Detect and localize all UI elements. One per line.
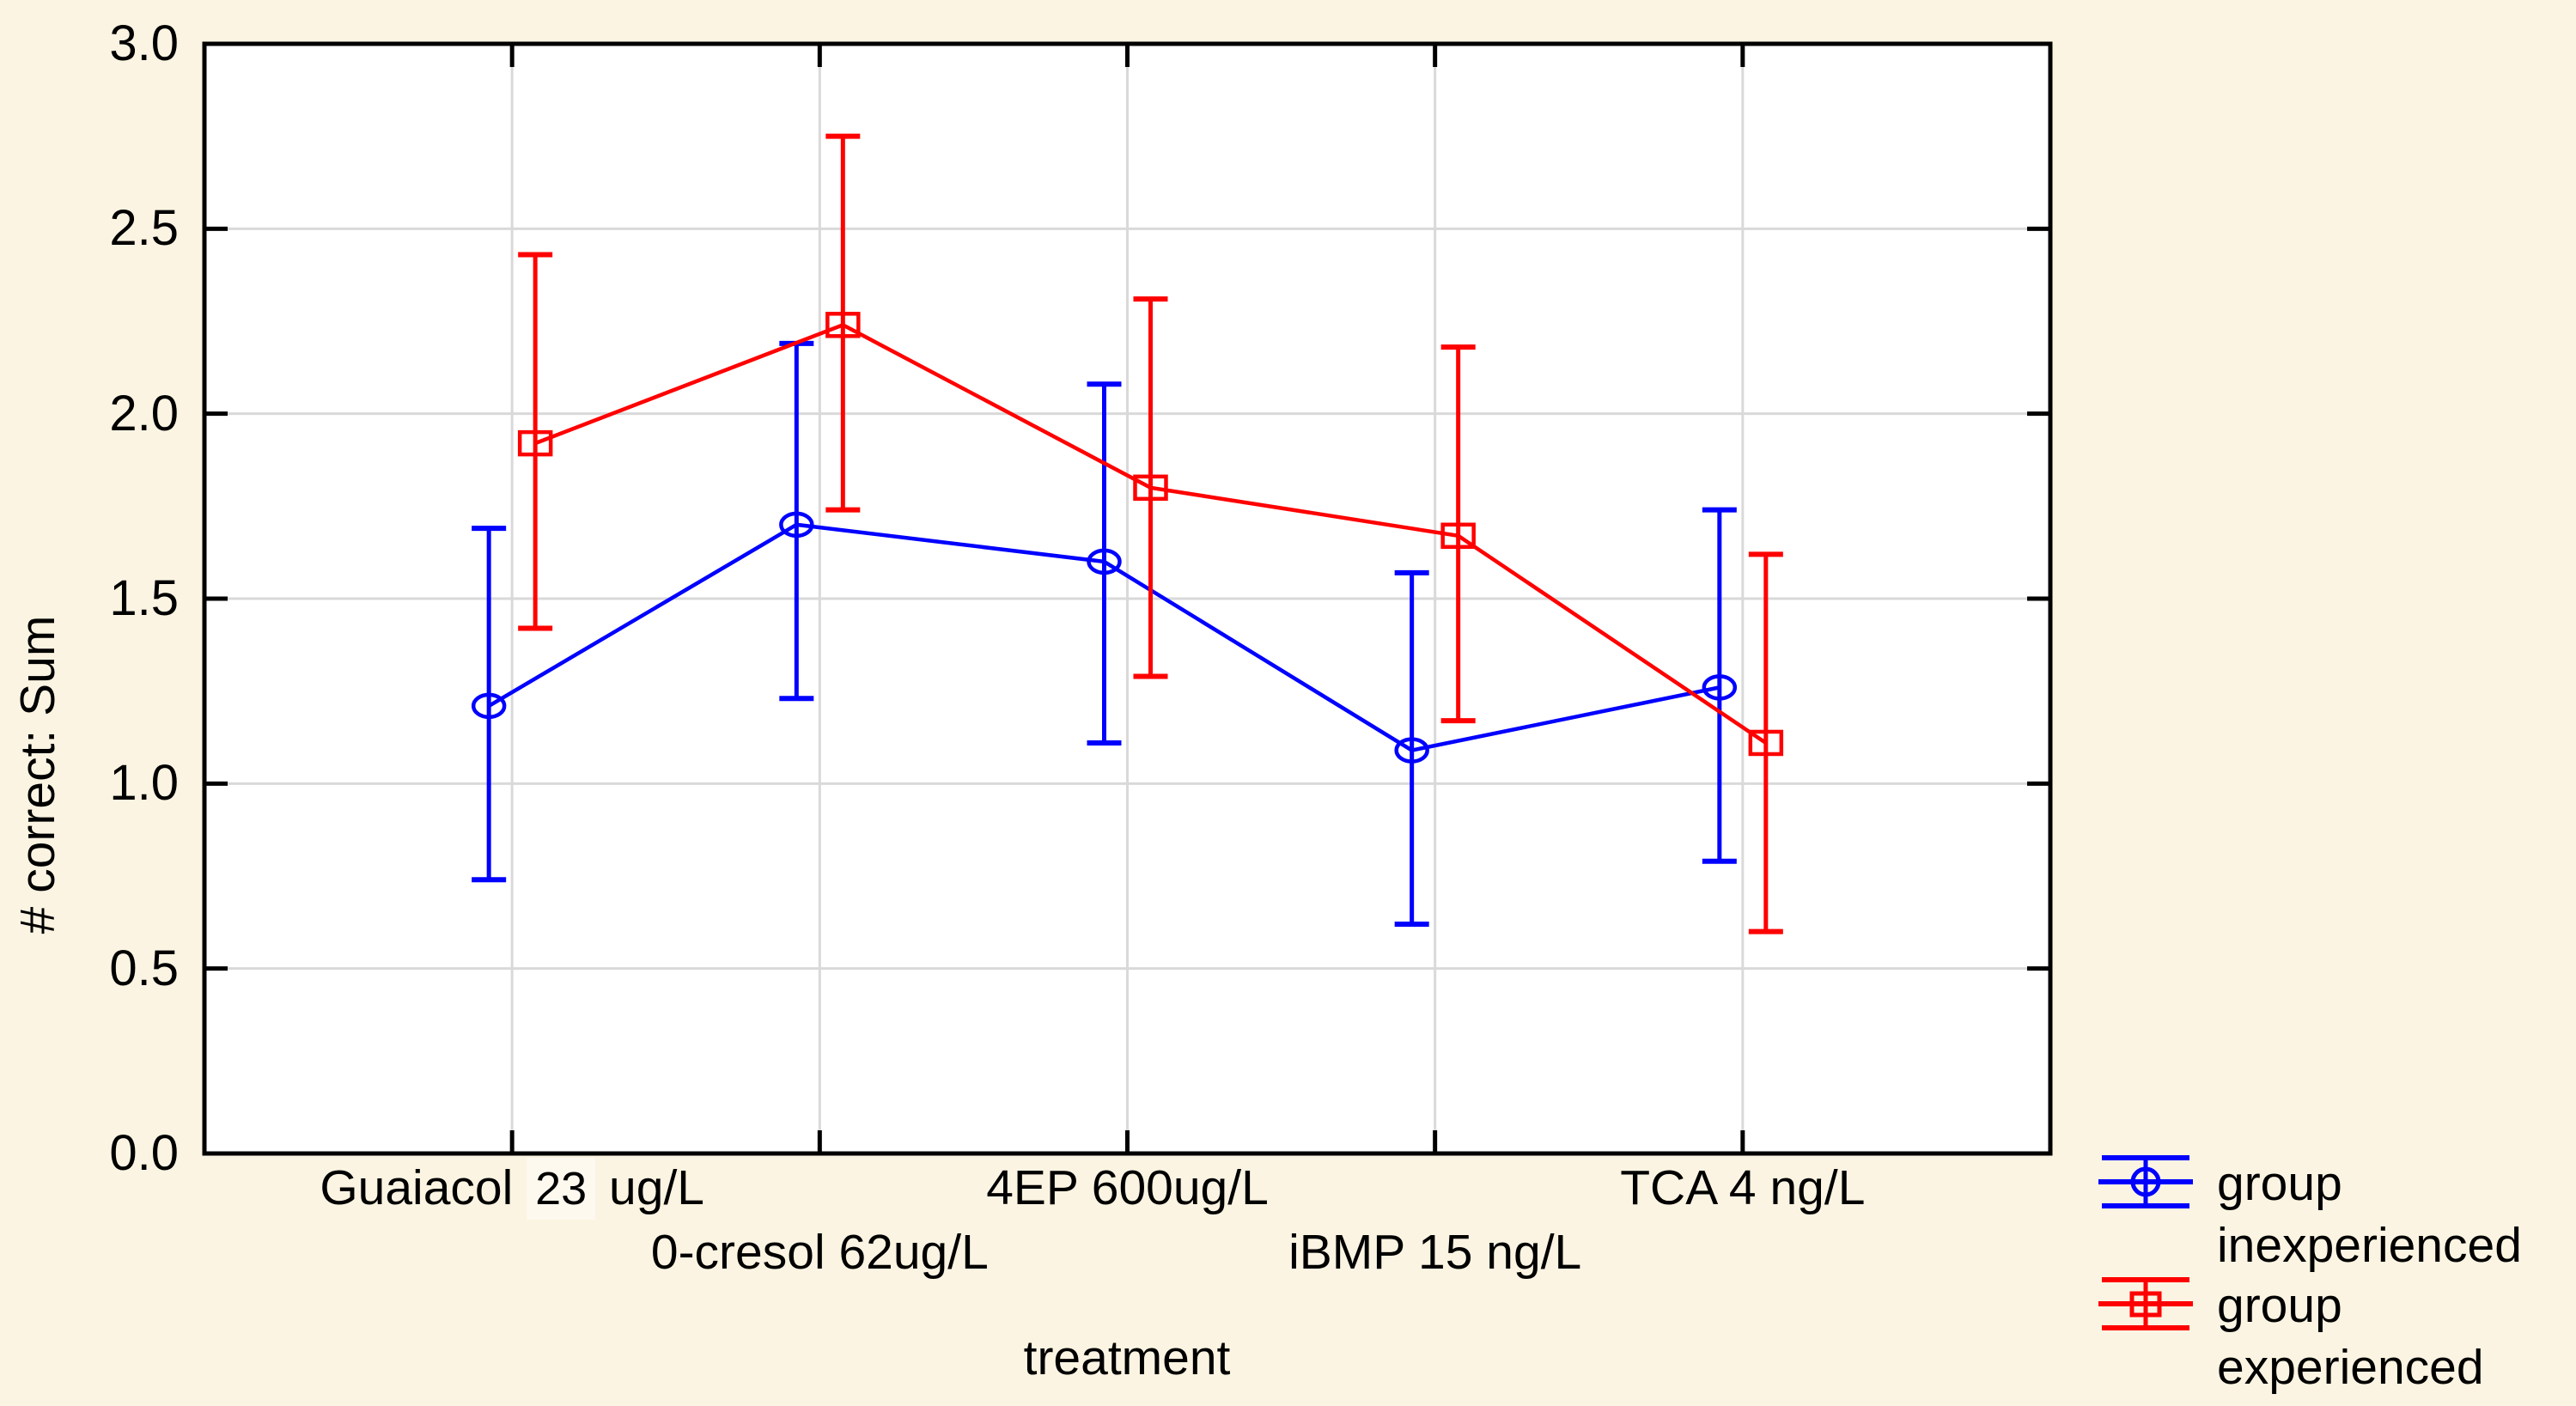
errorbar-square-marker-icon [2098,1277,2193,1330]
legend-label-line: group [2217,1156,2342,1211]
x-tick-label-highlight: 23 [527,1158,596,1220]
y-tick-label: 1.5 [109,570,179,626]
data-point-circle [1087,548,1122,575]
x-tick-label-text: Guaiacol [320,1160,527,1215]
data-point-circle [779,511,814,539]
legend-label-line: group [2217,1278,2342,1333]
series-line [534,322,1768,745]
x-axis-title: treatment [1023,1330,1231,1385]
data-point-square [1133,474,1168,502]
y-tick-label: 1.0 [109,755,179,812]
data-point-square [517,429,553,457]
y-tick-label: 0.5 [109,940,179,996]
plot-border [202,41,2053,1156]
x-tick-label-text: 4EP 600ug/L [986,1160,1269,1215]
errorbar-circle-marker-icon [2098,1155,2193,1208]
data-point-circle [1394,737,1429,764]
x-tick-label-text: iBMP 15 ng/L [1288,1225,1582,1280]
x-tick-label: iBMP 15 ng/L [1288,1226,1581,1279]
y-tick-label: 3.0 [109,15,179,71]
x-tick-label: Guaiacol 23 ug/L [320,1158,704,1220]
data-point-square [1748,729,1784,757]
x-tick-label: 0-cresol 62ug/L [651,1226,989,1279]
y-tick-label: 2.0 [109,385,179,441]
data-point-circle [471,692,507,720]
data-point-square [825,312,861,338]
x-tick-label: 4EP 600ug/L [986,1161,1269,1214]
data-point-circle [1702,674,1738,701]
y-axis-title: # correct: Sum [10,615,65,934]
legend-label-experienced: group experienced [2217,1275,2484,1398]
x-tick-label: TCA 4 ng/L [1620,1161,1865,1214]
legend-label-line: experienced [2217,1340,2484,1395]
legend-label-line: inexperienced [2217,1218,2522,1273]
x-tick-label-text: TCA 4 ng/L [1620,1160,1866,1215]
data-point-square [1440,522,1476,550]
x-tick-label-text: ug/L [595,1160,704,1215]
y-tick-label: 2.5 [109,200,179,257]
legend-label-inexperienced: group inexperienced [2217,1153,2522,1276]
y-tick-label: 0.0 [109,1125,179,1181]
series-line [488,522,1720,752]
x-tick-label-text: 0-cresol 62ug/L [650,1225,989,1280]
